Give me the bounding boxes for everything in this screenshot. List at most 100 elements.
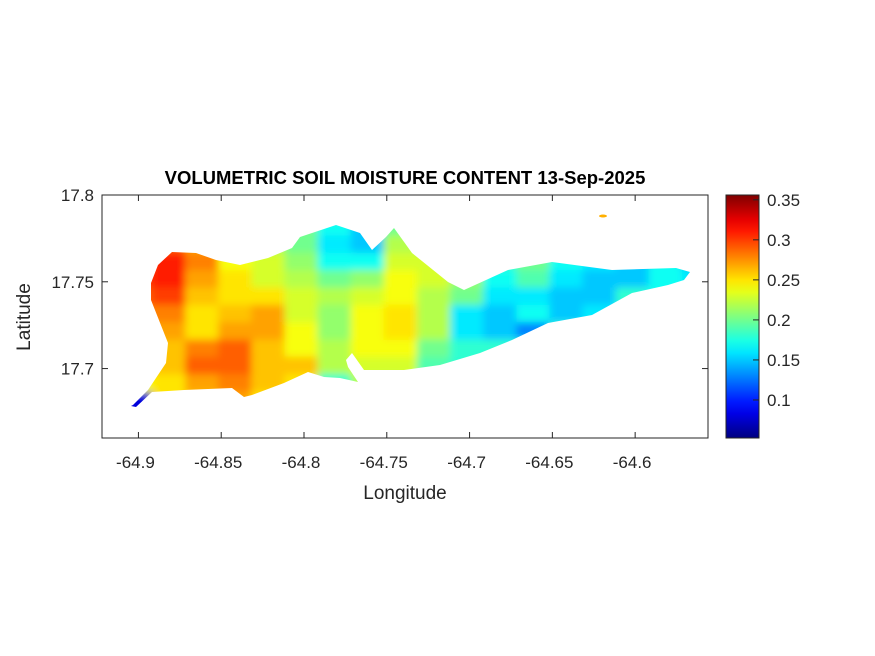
heatmap-cell	[185, 391, 225, 407]
heatmap-cell	[681, 225, 690, 242]
heatmap-cell	[549, 225, 589, 242]
heatmap-cells	[131, 225, 690, 407]
colorbar-tick-label: 0.2	[767, 311, 791, 330]
heatmap-cell	[549, 339, 589, 363]
colorbar-tick-label: 0.35	[767, 191, 800, 210]
heatmap-cell	[615, 391, 655, 407]
heatmap-cell	[350, 391, 390, 407]
x-tick-label: -64.7	[447, 453, 486, 472]
heatmap-cell	[483, 225, 523, 242]
heatmap-cell	[284, 391, 324, 407]
heatmap-cell	[648, 235, 688, 259]
heatmap-cell	[549, 374, 589, 398]
heatmap-cell	[549, 235, 589, 259]
heatmap-cell	[516, 374, 556, 398]
heatmap-cell	[185, 225, 225, 242]
heatmap-cell	[251, 225, 291, 242]
heatmap-cell	[383, 391, 423, 407]
heatmap-cell	[615, 374, 655, 398]
heatmap-cell	[416, 391, 457, 407]
heatmap-cell	[681, 339, 690, 363]
heatmap-cell	[483, 391, 523, 407]
heatmap-cell	[483, 374, 523, 398]
heatmap-cell	[450, 356, 490, 381]
heatmap-cell	[648, 287, 688, 311]
heatmap-cell	[582, 391, 622, 407]
heatmap-cell	[681, 322, 690, 346]
heatmap-cell	[350, 374, 390, 398]
heatmap-cell	[615, 304, 655, 329]
heatmap-cell	[218, 235, 258, 259]
heatmap-cell	[483, 235, 523, 259]
heatmap-cell	[648, 322, 688, 346]
colorbar-ticks: 0.1 0.15 0.2 0.25 0.3 0.35	[753, 191, 800, 410]
islet-mark	[599, 214, 607, 218]
heatmap-cell	[648, 374, 688, 398]
heatmap-cell	[648, 356, 688, 381]
heatmap-cell	[416, 225, 457, 242]
heatmap-cell	[218, 225, 258, 242]
heatmap-cell	[416, 374, 457, 398]
heatmap-cell	[549, 322, 589, 346]
heatmap-cell	[681, 374, 690, 398]
heatmap-cell	[681, 287, 690, 311]
heatmap-cell	[648, 225, 688, 242]
heatmap-cell	[516, 391, 556, 407]
y-tick-label: 17.7	[61, 360, 94, 379]
colorbar-tick-label: 0.1	[767, 391, 791, 410]
heatmap-cell	[615, 235, 655, 259]
heatmap-cell	[582, 304, 622, 329]
colorbar-tick-label: 0.15	[767, 351, 800, 370]
heatmap-cell	[317, 391, 357, 407]
heatmap-cell	[582, 235, 622, 259]
x-tick-label: -64.6	[613, 453, 652, 472]
heatmap-cell	[516, 356, 556, 381]
heatmap-cell	[648, 304, 688, 329]
heatmap-cell	[582, 339, 622, 363]
x-axis: -64.9 -64.85 -64.8 -64.75 -64.7 -64.65 -64.6	[116, 195, 652, 472]
heatmap-cell	[131, 322, 158, 346]
heatmap-cell	[151, 225, 192, 242]
heatmap-cell	[131, 339, 158, 363]
heatmap-cell	[648, 391, 688, 407]
heatmap-cell	[483, 356, 523, 381]
heatmap-cell	[416, 235, 457, 259]
heatmap-cell	[549, 356, 589, 381]
heatmap-cell	[483, 339, 523, 363]
heatmap-cell	[131, 356, 158, 381]
y-tick-label: 17.75	[51, 273, 94, 292]
heatmap-cell	[450, 225, 490, 242]
y-tick-label: 17.8	[61, 186, 94, 205]
x-axis-label: Longitude	[363, 483, 446, 504]
heatmap-cell	[131, 391, 158, 407]
x-tick-label: -64.85	[194, 453, 242, 472]
heatmap-cell	[516, 225, 556, 242]
heatmap-cell	[450, 374, 490, 398]
heatmap-cell	[284, 374, 324, 398]
heatmap-cell	[383, 374, 423, 398]
heatmap-cell	[131, 235, 158, 259]
heatmap-cell	[131, 252, 158, 277]
heatmap-cell	[450, 235, 490, 259]
heatmap-cell	[450, 252, 490, 277]
heatmap-cell	[582, 356, 622, 381]
x-tick-label: -64.9	[116, 453, 155, 472]
heatmap-cell	[615, 287, 655, 311]
heatmap-cell	[615, 322, 655, 346]
heatmap-cell	[131, 304, 158, 329]
heatmap-cell	[681, 356, 690, 381]
colorbar: 0.1 0.15 0.2 0.25 0.3 0.35	[725, 191, 800, 439]
heatmap-cell	[450, 391, 490, 407]
heatmap-cell	[151, 391, 192, 407]
heatmap-cell	[615, 225, 655, 242]
heatmap-cell	[549, 391, 589, 407]
heatmap-cell	[516, 322, 556, 346]
colorbar-gradient	[725, 194, 760, 439]
y-axis: 17.7 17.75 17.8	[51, 186, 708, 379]
heatmap-cell	[615, 356, 655, 381]
colorbar-tick-label: 0.3	[767, 231, 791, 250]
heatmap-cell	[615, 339, 655, 363]
chart-title: VOLUMETRIC SOIL MOISTURE CONTENT 13-Sep-…	[165, 167, 646, 188]
heatmap-cell	[516, 339, 556, 363]
